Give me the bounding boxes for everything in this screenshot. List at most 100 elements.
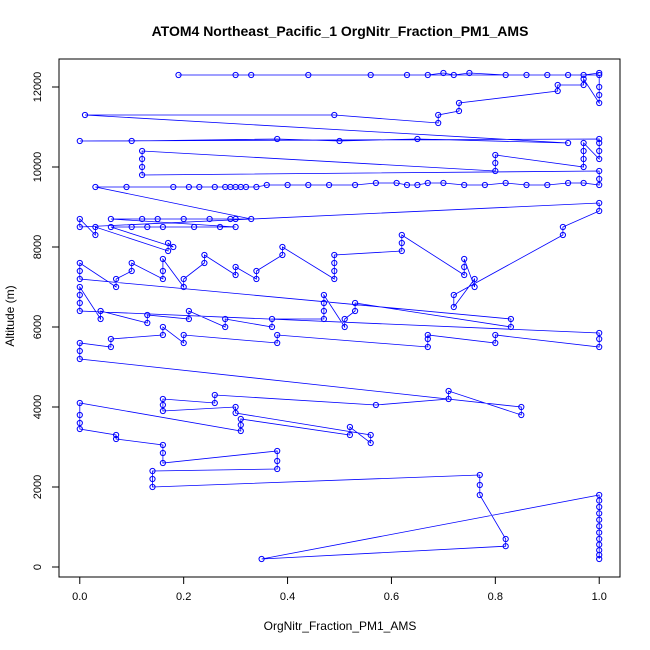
y-tick-label: 12000	[32, 72, 44, 103]
data-point	[149, 483, 156, 491]
data-point	[523, 71, 530, 79]
data-point	[92, 223, 99, 231]
data-point	[185, 183, 192, 191]
data-point	[128, 223, 135, 231]
data-point	[279, 243, 286, 251]
data-point	[580, 155, 587, 163]
data-point	[113, 283, 120, 291]
series-line	[79, 72, 600, 560]
y-tick-label: 6000	[32, 315, 44, 339]
data-point	[596, 491, 603, 499]
data-point	[580, 81, 587, 89]
data-point	[76, 411, 83, 419]
data-point	[596, 147, 603, 155]
data-point	[331, 275, 338, 283]
data-point	[492, 159, 499, 167]
data-point	[222, 323, 229, 331]
data-point	[97, 307, 104, 315]
data-point	[476, 491, 483, 499]
data-point	[393, 179, 400, 187]
data-point	[206, 215, 213, 223]
data-point	[274, 331, 281, 339]
y-tick-label: 2000	[32, 475, 44, 499]
x-tick-label: 1.0	[592, 591, 607, 603]
y-tick-label: 4000	[32, 395, 44, 419]
data-point	[502, 71, 509, 79]
data-point	[596, 91, 603, 99]
data-point	[149, 475, 156, 483]
data-point	[76, 307, 83, 315]
data-point	[326, 181, 333, 189]
data-point	[165, 247, 172, 255]
data-point	[440, 179, 447, 187]
data-point	[222, 315, 229, 323]
data-point	[113, 435, 120, 443]
data-point	[596, 343, 603, 351]
data-point	[596, 71, 603, 79]
data-point	[242, 183, 250, 191]
data-point	[596, 523, 603, 530]
data-point	[596, 167, 603, 175]
data-point	[440, 69, 447, 77]
data-point	[596, 139, 603, 147]
data-point	[123, 183, 130, 191]
data-point	[237, 415, 244, 423]
data-point	[232, 223, 239, 231]
data-point	[492, 151, 499, 159]
axes: 0.0 0.2 0.4 0.6 0.8 1.0 0 2000 4000 6000 8000 10000…	[32, 72, 607, 603]
data-point	[201, 259, 208, 267]
data-point	[507, 323, 514, 331]
data-point	[274, 135, 281, 143]
x-tick-label: 0.6	[384, 591, 399, 603]
data-point	[165, 239, 172, 247]
data-point	[76, 275, 83, 283]
data-point	[159, 459, 166, 467]
x-axis-label: OrgNitr_Fraction_PM1_AMS	[264, 619, 417, 633]
data-point	[372, 401, 379, 409]
data-point	[596, 69, 603, 77]
data-point	[424, 71, 431, 79]
data-point	[450, 291, 457, 299]
data-point	[596, 516, 603, 523]
data-point	[211, 399, 218, 407]
data-point	[492, 331, 499, 339]
data-point	[367, 439, 374, 447]
data-point	[211, 183, 218, 191]
data-point	[180, 339, 187, 347]
data-point	[367, 71, 374, 79]
data-point	[372, 179, 379, 187]
data-point	[523, 181, 530, 189]
data-point	[544, 181, 551, 189]
data-point	[92, 231, 99, 239]
data-point	[466, 69, 473, 77]
y-tick-label: 8000	[32, 235, 44, 259]
data-point	[284, 181, 291, 189]
data-point	[435, 119, 442, 127]
data-point	[159, 255, 166, 263]
data-point	[232, 403, 239, 411]
data-point	[159, 267, 166, 275]
data-point	[331, 259, 338, 267]
data-point	[580, 163, 587, 171]
data-point	[159, 223, 166, 231]
data-point	[596, 335, 603, 343]
data-point	[76, 339, 83, 347]
data-point	[502, 535, 509, 543]
data-point	[414, 135, 421, 143]
data-point	[346, 423, 353, 431]
data-point	[580, 139, 587, 147]
data-point	[232, 71, 239, 79]
data-point	[248, 215, 255, 223]
data-point	[232, 409, 239, 417]
data-point	[144, 223, 151, 231]
data-point	[76, 137, 83, 145]
data-point	[320, 291, 327, 299]
data-point	[331, 111, 338, 119]
data-point	[580, 75, 587, 83]
data-point	[476, 481, 483, 489]
data-point	[113, 275, 120, 283]
data-point	[180, 331, 187, 339]
data-point	[128, 137, 135, 145]
data-point	[149, 467, 156, 475]
data-point	[170, 183, 177, 191]
